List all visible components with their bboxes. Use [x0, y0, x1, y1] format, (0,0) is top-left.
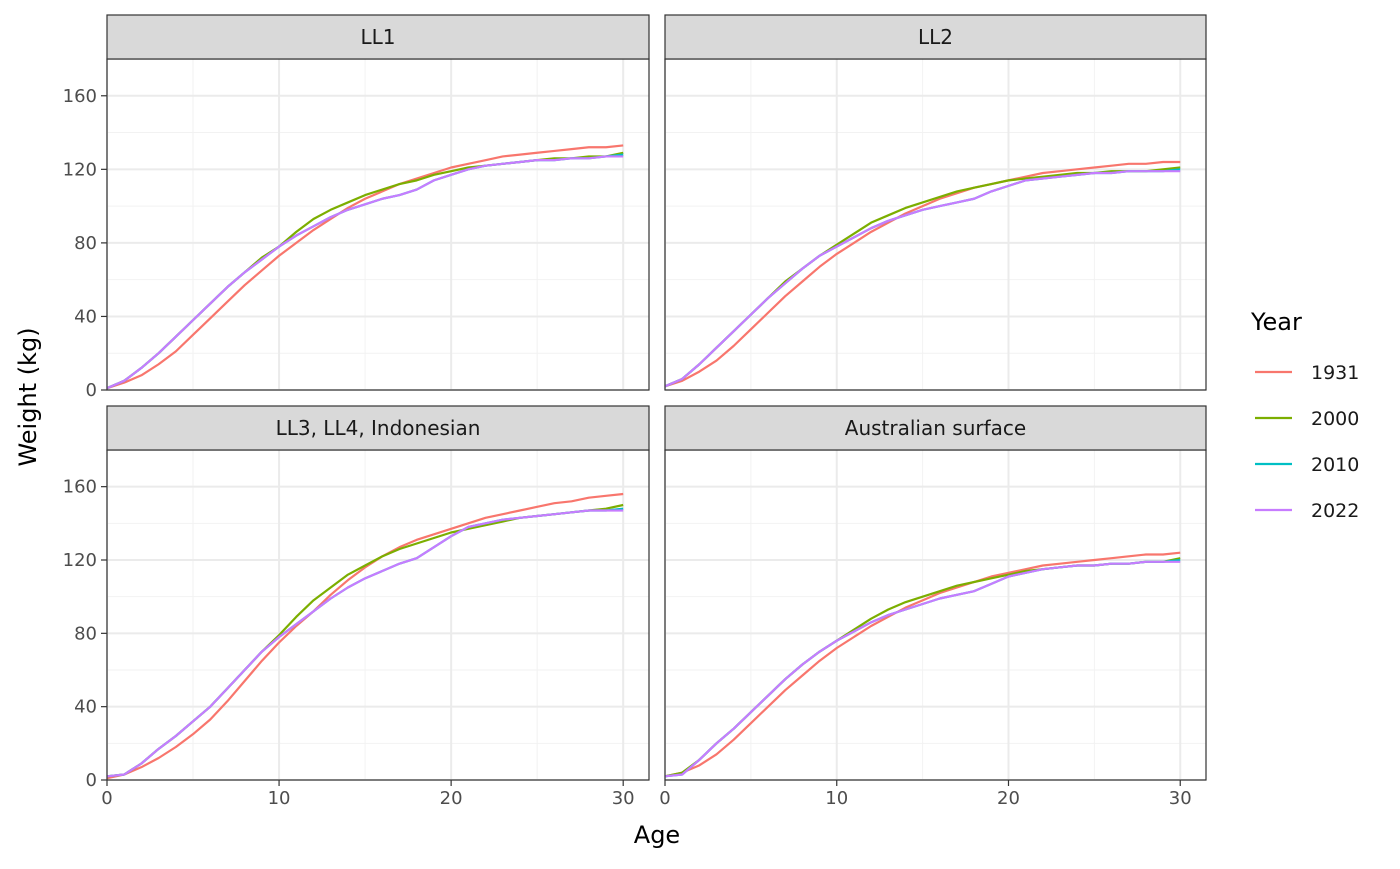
- panels-layer: LL1 0 40 80 120 160 LL2 LL3, LL4, Indonesian 0 40…: [63, 14, 1207, 809]
- y-tick-label: 120: [63, 159, 97, 180]
- facet-strip-label: LL1: [360, 25, 395, 49]
- panel-background: [107, 450, 649, 780]
- x-axis-title: Age: [634, 821, 680, 849]
- y-tick-label: 120: [63, 550, 97, 571]
- legend-title: Year: [1250, 308, 1302, 336]
- x-tick-label: 20: [440, 788, 463, 809]
- y-tick-label: 40: [74, 306, 97, 327]
- y-tick-label: 160: [63, 86, 97, 107]
- series-line-1931: [106, 492, 624, 780]
- facet-strip: [664, 405, 1207, 451]
- series-line-2022: [664, 560, 1181, 778]
- x-tick-label: 10: [268, 788, 291, 809]
- facet-strip: [664, 14, 1207, 60]
- y-axis-title: Weight (kg): [14, 327, 42, 466]
- facet-panel: LL3, LL4, Indonesian 0 40 80 120 160 0 10 20 30: [63, 405, 650, 809]
- legend-label: 2022: [1311, 500, 1359, 522]
- series-line-1931: [664, 551, 1181, 778]
- x-tick-label: 30: [612, 788, 635, 809]
- panel-background: [107, 59, 649, 390]
- y-tick-label: 0: [86, 380, 97, 401]
- facet-strip: [106, 405, 650, 451]
- y-tick-label: 80: [74, 623, 97, 644]
- facet-strip-label: Australian surface: [845, 416, 1026, 440]
- series-line-2022: [106, 155, 624, 390]
- legend-label: 1931: [1311, 362, 1359, 384]
- x-tick-label: 0: [101, 788, 112, 809]
- x-tick-label: 20: [997, 788, 1020, 809]
- y-tick-label: 40: [74, 697, 97, 718]
- x-tick-label: 10: [825, 788, 848, 809]
- series-line-2022: [106, 509, 624, 778]
- y-tick-label: 0: [86, 770, 97, 791]
- facet-panel: Australian surface 0 10 20 30: [659, 405, 1207, 809]
- facet-panel: LL1 0 40 80 120 160: [63, 14, 650, 401]
- legend-label: 2000: [1311, 408, 1359, 430]
- panel-background: [665, 59, 1206, 390]
- legend: Year 1931 2000 2010 2022: [1250, 308, 1359, 522]
- x-tick-label: 30: [1169, 788, 1192, 809]
- x-tick-label: 0: [659, 788, 670, 809]
- facet-strip-label: LL2: [918, 25, 953, 49]
- legend-label: 2010: [1311, 454, 1359, 476]
- y-tick-label: 160: [63, 477, 97, 498]
- facet-panel: LL2: [664, 14, 1207, 391]
- series-line-1931: [664, 160, 1181, 388]
- facet-strip-label: LL3, LL4, Indonesian: [276, 416, 481, 440]
- y-tick-label: 80: [74, 233, 97, 254]
- series-line-1931: [106, 144, 624, 390]
- panel-background: [665, 450, 1206, 780]
- series-line-2022: [664, 170, 1181, 388]
- facet-strip: [106, 14, 650, 60]
